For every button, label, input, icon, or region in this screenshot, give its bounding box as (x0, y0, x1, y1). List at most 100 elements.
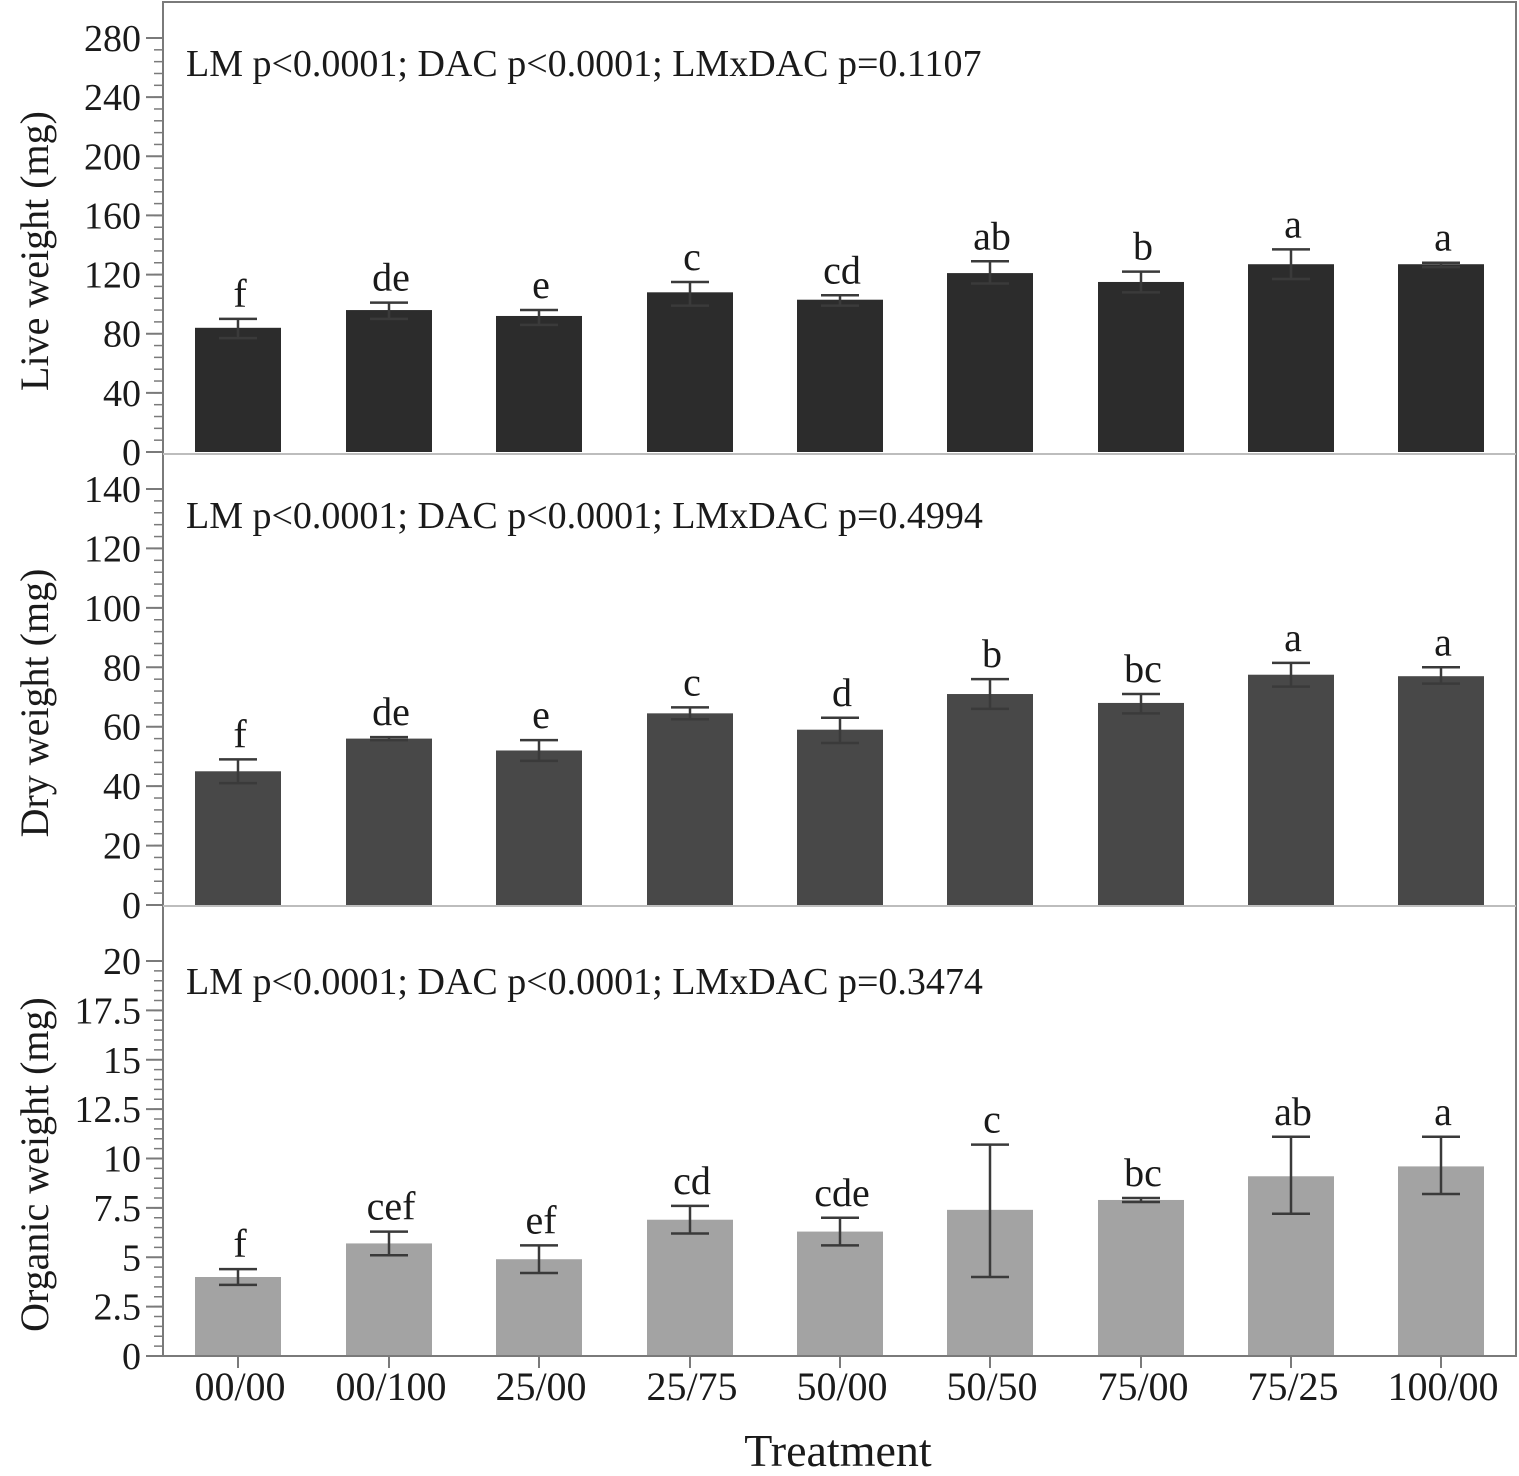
significance-letter: cef (367, 1184, 417, 1229)
bar-25/00 (496, 750, 582, 905)
y-tick-label: 280 (84, 18, 141, 60)
y-tick-label: 12.5 (75, 1089, 142, 1131)
significance-letter: cd (673, 1158, 711, 1203)
y-tick-label: 20 (103, 826, 141, 868)
bar-100/00 (1398, 264, 1484, 452)
bar-50/00 (797, 299, 883, 452)
x-axis: 00/00 00/100 25/00 25/75 50/00 50/50 75/00 75/2… (194, 1356, 1499, 1409)
bar-00/00 (195, 1277, 281, 1356)
bar-50/50 (947, 694, 1033, 905)
significance-letter: bc (1124, 1150, 1162, 1195)
significance-annotation: LM p<0.0001; DAC p<0.0001; LMxDAC p=0.34… (186, 961, 983, 1003)
y-tick-label: 160 (84, 195, 141, 237)
y-tick-label: 240 (84, 77, 141, 119)
bar-25/75 (647, 292, 733, 452)
bar-50/00 (797, 729, 883, 905)
bar-00/100 (346, 310, 432, 452)
significance-letter: e (532, 692, 550, 737)
significance-letter: de (372, 689, 410, 734)
y-tick-label: 0 (122, 432, 141, 474)
x-axis-label: Treatment (744, 1425, 932, 1476)
x-tick-label: 50/50 (946, 1364, 1037, 1409)
significance-letter: e (532, 262, 550, 307)
bar-100/00 (1398, 1166, 1484, 1356)
y-tick-label: 5 (122, 1237, 141, 1279)
y-tick-label: 0 (122, 1336, 141, 1378)
significance-letter: a (1434, 215, 1452, 260)
significance-letter: f (233, 711, 247, 756)
y-tick-label: 140 (84, 469, 141, 511)
x-tick-label: 00/100 (335, 1364, 446, 1409)
bar-75/00 (1098, 1199, 1184, 1356)
y-tick-label: 40 (103, 373, 141, 415)
significance-letter: a (1284, 615, 1302, 660)
panel-3: 0 2.5 5 7.5 10 12.5 15 17.5 20 Organic weight (mg… (12, 941, 1484, 1378)
bar-75/00 (1098, 702, 1184, 905)
y-tick-label: 60 (103, 707, 141, 749)
significance-letter: cde (814, 1170, 870, 1215)
y-tick-label: 10 (103, 1139, 141, 1181)
bar-25/00 (496, 1259, 582, 1356)
bar-00/100 (346, 738, 432, 905)
y-tick-label: 2.5 (94, 1287, 142, 1329)
bar-00/00 (195, 327, 281, 452)
significance-letter: bc (1124, 646, 1162, 691)
y-tick-label: 15 (103, 1040, 141, 1082)
y-axis-label: Live weight (mg) (12, 111, 57, 391)
significance-annotation: LM p<0.0001; DAC p<0.0001; LMxDAC p=0.11… (186, 43, 981, 85)
y-tick-label: 7.5 (94, 1188, 142, 1230)
y-tick-label: 0 (122, 885, 141, 927)
significance-letter: c (683, 659, 701, 704)
significance-letter: a (1434, 619, 1452, 664)
plot-frame (162, 1, 1517, 1357)
y-tick-label: 120 (84, 255, 141, 297)
bar-100/00 (1398, 676, 1484, 905)
significance-letter: a (1284, 201, 1302, 246)
y-tick-label: 200 (84, 136, 141, 178)
bar-00/100 (346, 1243, 432, 1356)
bar-50/00 (797, 1231, 883, 1356)
y-tick-label: 120 (84, 528, 141, 570)
significance-annotation: LM p<0.0001; DAC p<0.0001; LMxDAC p=0.49… (186, 495, 983, 537)
significance-letter: cd (823, 247, 861, 292)
significance-letter: a (1434, 1089, 1452, 1134)
x-tick-label: 25/00 (495, 1364, 586, 1409)
bar-25/75 (647, 713, 733, 905)
y-tick-label: 80 (103, 314, 141, 356)
x-tick-label: 00/00 (194, 1364, 285, 1409)
bar-25/00 (496, 315, 582, 452)
significance-letter: ab (973, 213, 1011, 258)
x-tick-label: 50/00 (796, 1364, 887, 1409)
x-tick-label: 100/00 (1387, 1364, 1498, 1409)
y-tick-label: 80 (103, 647, 141, 689)
significance-letter: c (683, 234, 701, 279)
significance-letter: f (233, 271, 247, 316)
significance-letter: d (832, 670, 852, 715)
significance-letter: ab (1274, 1089, 1312, 1134)
y-axis-label: Dry weight (mg) (12, 569, 57, 838)
significance-letter: f (233, 1221, 247, 1266)
significance-letter: c (983, 1097, 1001, 1142)
x-tick-label: 75/00 (1097, 1364, 1188, 1409)
significance-letter: ef (525, 1197, 557, 1242)
x-tick-label: 75/25 (1247, 1364, 1338, 1409)
y-tick-label: 40 (103, 766, 141, 808)
bar-75/25 (1248, 264, 1334, 452)
bar-75/25 (1248, 674, 1334, 905)
y-tick-label: 100 (84, 588, 141, 630)
bar-00/00 (195, 771, 281, 905)
y-axis-label: Organic weight (mg) (12, 997, 57, 1332)
y-tick-label: 17.5 (75, 990, 142, 1032)
bar-50/50 (947, 273, 1033, 452)
significance-letter: de (372, 255, 410, 300)
y-tick-label: 20 (103, 941, 141, 983)
bar-75/00 (1098, 281, 1184, 452)
bar-25/75 (647, 1219, 733, 1356)
panel-2: 0 20 40 60 80 100 120 140 Dry weight (mg) LM p<0.… (12, 469, 1484, 927)
significance-letter: b (982, 631, 1002, 676)
significance-letter: b (1133, 224, 1153, 269)
x-tick-label: 25/75 (646, 1364, 737, 1409)
panel-1: 0 40 80 120 160 200 240 280 Live weight (mg) LM p… (12, 18, 1484, 474)
